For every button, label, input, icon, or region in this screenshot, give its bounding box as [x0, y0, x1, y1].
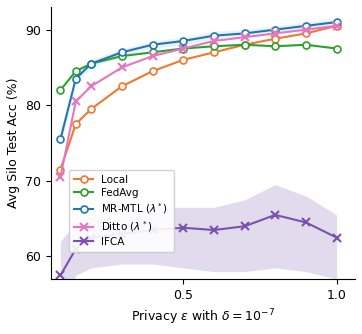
Local: [273, 37, 277, 41]
IFCA: [273, 213, 277, 217]
Ditto ($\lambda^*$): [304, 28, 308, 32]
Local: [334, 24, 339, 28]
MR-MTL ($\lambda^*$): [150, 43, 155, 47]
Local: [212, 50, 216, 54]
Line: FedAvg: FedAvg: [57, 41, 340, 94]
Ditto ($\lambda^*$): [73, 100, 78, 104]
MR-MTL ($\lambda^*$): [243, 31, 247, 35]
Y-axis label: Avg Silo Test Acc (%): Avg Silo Test Acc (%): [7, 78, 20, 208]
Local: [150, 69, 155, 73]
FedAvg: [89, 62, 93, 66]
FedAvg: [304, 43, 308, 47]
IFCA: [89, 235, 93, 239]
Line: IFCA: IFCA: [56, 211, 341, 280]
Ditto ($\lambda^*$): [273, 31, 277, 35]
FedAvg: [181, 46, 185, 50]
Local: [58, 168, 63, 172]
Local: [304, 31, 308, 35]
Local: [243, 43, 247, 47]
MR-MTL ($\lambda^*$): [119, 50, 124, 54]
MR-MTL ($\lambda^*$): [73, 77, 78, 81]
Local: [89, 107, 93, 111]
Local: [181, 58, 185, 62]
IFCA: [119, 232, 124, 236]
IFCA: [150, 228, 155, 232]
MR-MTL ($\lambda^*$): [58, 137, 63, 141]
MR-MTL ($\lambda^*$): [304, 24, 308, 28]
Ditto ($\lambda^*$): [150, 54, 155, 58]
Local: [119, 85, 124, 89]
MR-MTL ($\lambda^*$): [212, 34, 216, 38]
IFCA: [243, 224, 247, 228]
Line: Local: Local: [57, 22, 340, 173]
FedAvg: [243, 43, 247, 47]
FedAvg: [119, 54, 124, 58]
Ditto ($\lambda^*$): [89, 85, 93, 89]
IFCA: [334, 235, 339, 239]
Line: MR-MTL ($\lambda^*$): MR-MTL ($\lambda^*$): [57, 19, 340, 143]
X-axis label: Privacy $\varepsilon$ with $\delta = 10^{-7}$: Privacy $\varepsilon$ with $\delta = 10^…: [131, 308, 275, 327]
MR-MTL ($\lambda^*$): [181, 39, 185, 43]
IFCA: [73, 247, 78, 251]
FedAvg: [73, 69, 78, 73]
Ditto ($\lambda^*$): [119, 65, 124, 69]
IFCA: [181, 226, 185, 230]
FedAvg: [212, 44, 216, 48]
FedAvg: [58, 88, 63, 92]
MR-MTL ($\lambda^*$): [89, 62, 93, 66]
IFCA: [304, 220, 308, 224]
Line: Ditto ($\lambda^*$): Ditto ($\lambda^*$): [56, 22, 341, 181]
Ditto ($\lambda^*$): [181, 46, 185, 50]
FedAvg: [273, 44, 277, 48]
MR-MTL ($\lambda^*$): [273, 28, 277, 32]
IFCA: [58, 274, 63, 278]
IFCA: [212, 228, 216, 232]
FedAvg: [334, 46, 339, 50]
Ditto ($\lambda^*$): [334, 24, 339, 28]
Legend: Local, FedAvg, MR-MTL ($\lambda^*$), Ditto ($\lambda^*$), IFCA: Local, FedAvg, MR-MTL ($\lambda^*$), Dit…: [69, 170, 174, 252]
FedAvg: [150, 50, 155, 54]
MR-MTL ($\lambda^*$): [334, 20, 339, 24]
Ditto ($\lambda^*$): [212, 39, 216, 43]
Local: [73, 122, 78, 126]
Ditto ($\lambda^*$): [58, 175, 63, 179]
Ditto ($\lambda^*$): [243, 35, 247, 39]
